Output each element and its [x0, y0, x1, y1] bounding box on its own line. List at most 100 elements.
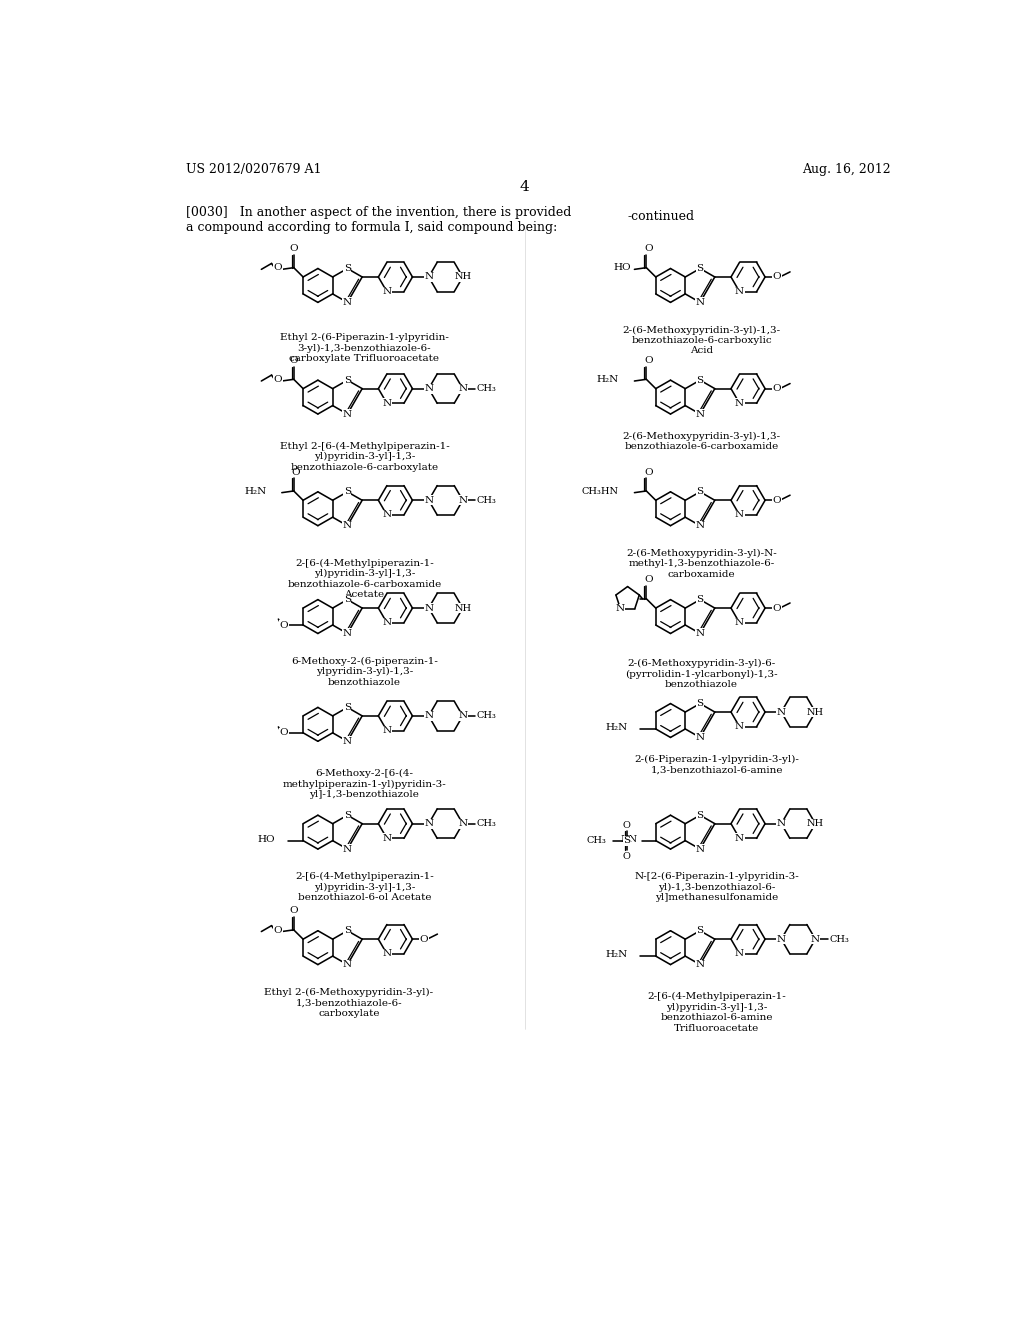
Text: S: S	[696, 376, 703, 384]
Text: S: S	[344, 264, 351, 273]
Text: N: N	[382, 949, 391, 958]
Text: 2-(6-Methoxypyridin-3-yl)-6-
(pyrrolidin-1-ylcarbonyl)-1,3-
benzothiazole: 2-(6-Methoxypyridin-3-yl)-6- (pyrrolidin…	[626, 659, 778, 689]
Text: N: N	[424, 820, 433, 828]
Text: O: O	[420, 935, 428, 944]
Text: N: N	[735, 511, 744, 520]
Text: O: O	[290, 907, 298, 916]
Text: O: O	[644, 244, 653, 253]
Text: S: S	[623, 836, 630, 845]
Text: -continued: -continued	[628, 210, 695, 223]
Text: Aug. 16, 2012: Aug. 16, 2012	[802, 164, 891, 177]
Text: N: N	[695, 521, 705, 531]
Text: N: N	[735, 949, 744, 958]
Text: S: S	[696, 487, 703, 496]
Text: NH: NH	[455, 272, 471, 281]
Text: N: N	[343, 521, 352, 531]
Text: N: N	[424, 272, 433, 281]
Text: O: O	[644, 356, 653, 364]
Text: N: N	[343, 409, 352, 418]
Text: O: O	[772, 384, 781, 393]
Text: O: O	[644, 467, 653, 477]
Text: H₂N: H₂N	[244, 487, 266, 495]
Text: [0030]   In another aspect of the invention, there is provided
a compound accord: [0030] In another aspect of the inventio…	[186, 206, 571, 234]
Text: N: N	[695, 733, 705, 742]
Text: N: N	[777, 708, 785, 717]
Text: N: N	[615, 605, 625, 612]
Text: Ethyl 2-(6-Piperazin-1-ylpyridin-
3-yl)-1,3-benzothiazole-6-
carboxylate Trifluo: Ethyl 2-(6-Piperazin-1-ylpyridin- 3-yl)-…	[280, 333, 449, 363]
Text: 2-[6-(4-Methylpiperazin-1-
yl)pyridin-3-yl]-1,3-
benzothiazol-6-amine
Trifluoroa: 2-[6-(4-Methylpiperazin-1- yl)pyridin-3-…	[647, 993, 786, 1032]
Text: N: N	[695, 630, 705, 638]
Text: N: N	[424, 603, 433, 612]
Text: O: O	[290, 356, 298, 364]
Text: N: N	[735, 722, 744, 731]
Text: O: O	[772, 272, 781, 281]
Text: N: N	[382, 834, 391, 843]
Text: O: O	[623, 851, 631, 861]
Text: O: O	[273, 375, 283, 384]
Text: O: O	[644, 576, 653, 585]
Text: S: S	[696, 595, 703, 605]
Text: N: N	[424, 384, 433, 393]
Text: N: N	[382, 511, 391, 520]
Text: N: N	[382, 399, 391, 408]
Text: S: S	[344, 704, 351, 711]
Text: 2-(6-Methoxypyridin-3-yl)-1,3-
benzothiazole-6-carboxylic
Acid: 2-(6-Methoxypyridin-3-yl)-1,3- benzothia…	[623, 326, 780, 355]
Text: CH₃: CH₃	[477, 496, 497, 504]
Text: O: O	[273, 925, 283, 935]
Text: N: N	[458, 384, 467, 393]
Text: 2-(6-Methoxypyridin-3-yl)-N-
methyl-1,3-benzothiazole-6-
carboxamide: 2-(6-Methoxypyridin-3-yl)-N- methyl-1,3-…	[626, 549, 777, 578]
Text: 2-(6-Methoxypyridin-3-yl)-1,3-
benzothiazole-6-carboxamide: 2-(6-Methoxypyridin-3-yl)-1,3- benzothia…	[623, 432, 780, 451]
Text: CH₃: CH₃	[829, 935, 849, 944]
Text: S: S	[344, 810, 351, 820]
Text: N: N	[382, 618, 391, 627]
Text: N: N	[735, 618, 744, 627]
Text: N: N	[695, 845, 705, 854]
Text: N: N	[382, 726, 391, 735]
Text: S: S	[344, 487, 351, 496]
Text: O: O	[623, 821, 631, 830]
Text: N: N	[735, 288, 744, 296]
Text: H₂N: H₂N	[606, 950, 628, 960]
Text: 2-[6-(4-Methylpiperazin-1-
yl)pyridin-3-yl]-1,3-
benzothiazol-6-ol Acetate: 2-[6-(4-Methylpiperazin-1- yl)pyridin-3-…	[295, 873, 434, 903]
Text: 6-Methoxy-2-(6-piperazin-1-
ylpyridin-3-yl)-1,3-
benzothiazole: 6-Methoxy-2-(6-piperazin-1- ylpyridin-3-…	[291, 656, 438, 686]
Text: S: S	[696, 264, 703, 273]
Text: O: O	[290, 244, 298, 253]
Text: O: O	[280, 620, 288, 630]
Text: CH₃: CH₃	[587, 836, 606, 845]
Text: HO: HO	[613, 263, 631, 272]
Text: N: N	[695, 409, 705, 418]
Text: US 2012/0207679 A1: US 2012/0207679 A1	[186, 164, 322, 177]
Text: O: O	[273, 263, 283, 272]
Text: N: N	[695, 960, 705, 969]
Text: O: O	[772, 603, 781, 612]
Text: H₂N: H₂N	[606, 723, 628, 731]
Text: 2-(6-Piperazin-1-ylpyridin-3-yl)-
1,3-benzothiazol-6-amine: 2-(6-Piperazin-1-ylpyridin-3-yl)- 1,3-be…	[635, 755, 800, 775]
Text: N: N	[458, 496, 467, 504]
Text: N: N	[458, 711, 467, 721]
Text: N: N	[777, 820, 785, 828]
Text: N: N	[458, 820, 467, 828]
Text: O: O	[280, 729, 288, 738]
Text: HN: HN	[621, 834, 638, 843]
Text: N: N	[695, 298, 705, 306]
Text: N: N	[735, 399, 744, 408]
Text: CH₃: CH₃	[477, 820, 497, 828]
Text: N: N	[777, 935, 785, 944]
Text: N: N	[382, 288, 391, 296]
Text: S: S	[696, 810, 703, 820]
Text: 2-[6-(4-Methylpiperazin-1-
yl)pyridin-3-yl]-1,3-
benzothiazole-6-carboxamide
Ace: 2-[6-(4-Methylpiperazin-1- yl)pyridin-3-…	[288, 558, 441, 599]
Text: N: N	[343, 960, 352, 969]
Text: S: S	[344, 927, 351, 935]
Text: CH₃HN: CH₃HN	[582, 487, 618, 495]
Text: CH₃: CH₃	[477, 384, 497, 393]
Text: Ethyl 2-[6-(4-Methylpiperazin-1-
yl)pyridin-3-yl]-1,3-
benzothiazole-6-carboxyla: Ethyl 2-[6-(4-Methylpiperazin-1- yl)pyri…	[280, 442, 450, 471]
Text: HO: HO	[258, 834, 275, 843]
Text: S: S	[696, 927, 703, 935]
Text: N: N	[343, 845, 352, 854]
Text: N: N	[424, 711, 433, 721]
Text: Ethyl 2-(6-Methoxypyridin-3-yl)-
1,3-benzothiazole-6-
carboxylate: Ethyl 2-(6-Methoxypyridin-3-yl)- 1,3-ben…	[264, 987, 433, 1018]
Text: S: S	[344, 595, 351, 605]
Text: O: O	[772, 496, 781, 504]
Text: N: N	[343, 298, 352, 306]
Text: N: N	[343, 630, 352, 638]
